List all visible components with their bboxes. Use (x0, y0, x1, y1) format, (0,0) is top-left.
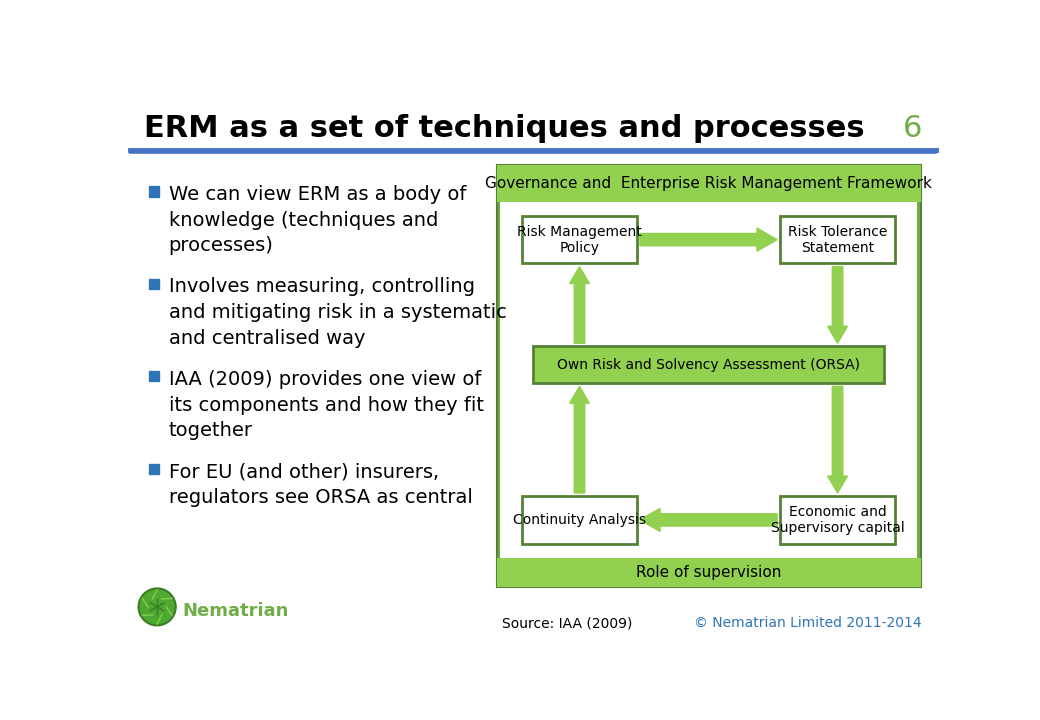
Bar (150, 372, 159, 382)
Text: ERM as a set of techniques and processes: ERM as a set of techniques and processes (144, 114, 864, 143)
Bar (150, 279, 159, 289)
Bar (522, 496, 636, 544)
Bar (522, 216, 636, 264)
Text: Continuity Analysis: Continuity Analysis (513, 513, 646, 527)
Text: IAA (2009) provides one view of
its components and how they fit
together: IAA (2009) provides one view of its comp… (168, 370, 484, 440)
FancyArrow shape (640, 228, 777, 251)
Bar (150, 186, 159, 197)
Text: Own Risk and Solvency Assessment (ORSA): Own Risk and Solvency Assessment (ORSA) (557, 358, 860, 372)
Text: Involves measuring, controlling
and mitigating risk in a systematic
and centrali: Involves measuring, controlling and miti… (168, 277, 506, 348)
Text: Risk Management
Policy: Risk Management Policy (517, 225, 642, 255)
Text: 6: 6 (903, 114, 922, 143)
Bar (496, 165, 920, 202)
Bar (780, 216, 895, 264)
Text: Role of supervision: Role of supervision (635, 564, 781, 580)
Bar (150, 464, 159, 474)
Text: Source: IAA (2009): Source: IAA (2009) (502, 616, 632, 630)
Text: Nematrian: Nematrian (182, 602, 288, 620)
Circle shape (138, 588, 176, 626)
Text: Risk Tolerance
Statement: Risk Tolerance Statement (788, 225, 887, 255)
FancyArrow shape (570, 266, 590, 343)
FancyArrow shape (828, 266, 848, 343)
FancyArrow shape (828, 387, 848, 493)
Bar (534, 346, 884, 383)
FancyArrow shape (640, 508, 777, 531)
Text: Economic and
Supervisory capital: Economic and Supervisory capital (771, 505, 905, 535)
Text: We can view ERM as a body of
knowledge (techniques and
processes): We can view ERM as a body of knowledge (… (168, 185, 466, 256)
Bar (496, 557, 920, 587)
Bar (780, 496, 895, 544)
Bar (496, 165, 920, 587)
FancyArrow shape (570, 387, 590, 493)
Text: © Nematrian Limited 2011-2014: © Nematrian Limited 2011-2014 (695, 616, 922, 630)
Text: Governance and  Enterprise Risk Management Framework: Governance and Enterprise Risk Managemen… (485, 176, 932, 191)
Text: For EU (and other) insurers,
regulators see ORSA as central: For EU (and other) insurers, regulators … (168, 462, 472, 507)
Bar (500, 202, 916, 557)
